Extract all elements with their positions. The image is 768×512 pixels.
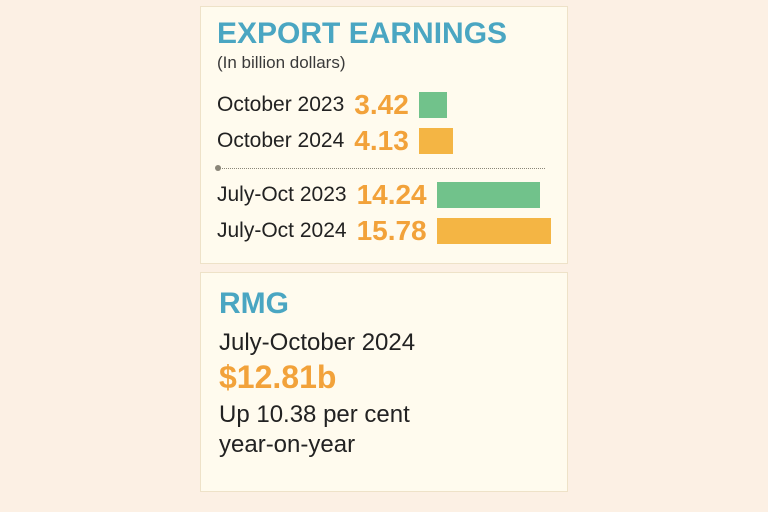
bar-fill (419, 128, 454, 154)
bar-fill (437, 218, 551, 244)
rmg-card: RMG July-October 2024 $12.81b Up 10.38 p… (200, 272, 568, 492)
export-earnings-title: EXPORT EARNINGS (217, 17, 551, 51)
bar-row-label: July-Oct 2024 (217, 219, 347, 243)
bar-group: October 2023 3.42 October 2024 4.13 (217, 83, 551, 163)
bar-row-label: July-Oct 2023 (217, 183, 347, 207)
export-earnings-rows: October 2023 3.42 October 2024 4.13 July-Oct… (217, 83, 551, 253)
bar-row: July-Oct 2023 14.24 (217, 177, 551, 213)
export-earnings-subtitle: (In billion dollars) (217, 53, 551, 73)
rmg-note-line1: Up 10.38 per cent (219, 401, 410, 428)
export-earnings-card: EXPORT EARNINGS (In billion dollars) Oct… (200, 6, 568, 264)
bar-row-label: October 2023 (217, 93, 344, 117)
bar-fill (419, 92, 448, 118)
rmg-title: RMG (219, 287, 549, 321)
bar-group: July-Oct 2023 14.24 July-Oct 2024 15.78 (217, 173, 551, 253)
bar-row: July-Oct 2024 15.78 (217, 213, 551, 249)
bar-track (419, 128, 551, 154)
group-divider (217, 165, 551, 171)
bar-row-label: October 2024 (217, 129, 344, 153)
rmg-period: July-October 2024 (219, 329, 549, 357)
rmg-note-line2: year-on-year (219, 431, 355, 458)
rmg-amount: $12.81b (219, 359, 549, 396)
bar-row-value: 14.24 (357, 179, 427, 211)
bar-row: October 2024 4.13 (217, 123, 551, 159)
bar-row-value: 4.13 (354, 125, 409, 157)
rmg-note: Up 10.38 per cent year-on-year (219, 400, 549, 460)
bar-track (419, 92, 551, 118)
bar-row-value: 15.78 (357, 215, 427, 247)
bar-fill (437, 182, 540, 208)
bar-track (437, 182, 551, 208)
bar-row-value: 3.42 (354, 89, 409, 121)
bar-row: October 2023 3.42 (217, 87, 551, 123)
bar-track (437, 218, 551, 244)
